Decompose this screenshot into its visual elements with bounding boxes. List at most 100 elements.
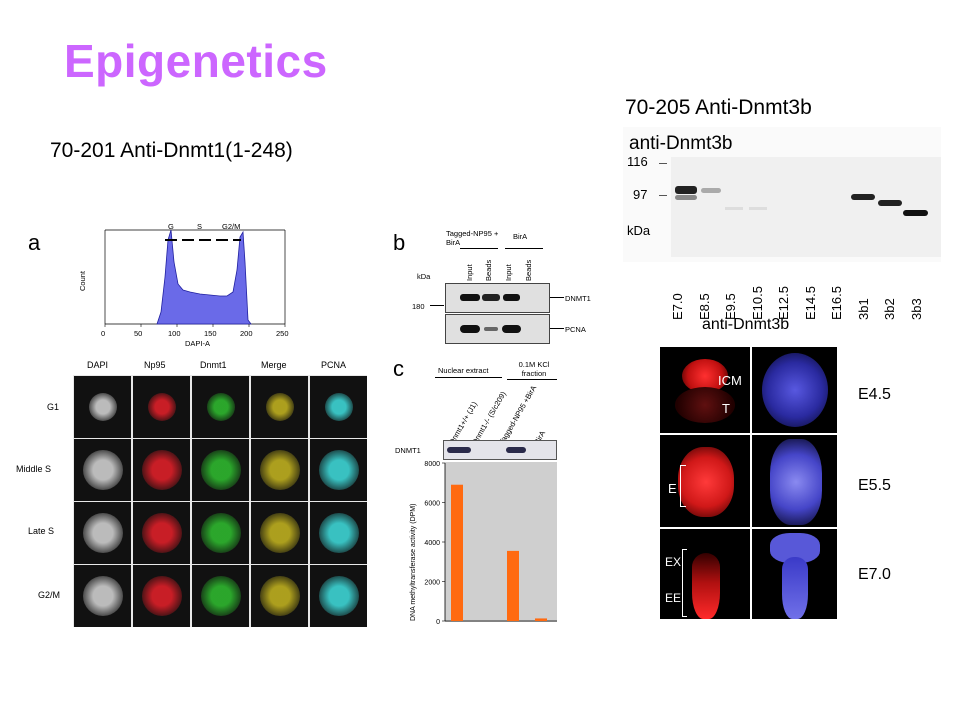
cell-image: [310, 565, 367, 627]
label-ee: EE: [665, 591, 682, 605]
row-label-middle-s: Middle S: [16, 464, 52, 474]
blot-label-dnmt1: DNMT1: [395, 446, 421, 455]
x-axis-label: DAPI-A: [185, 339, 211, 348]
western-lane-label: 3b2: [882, 298, 897, 320]
cell-image: [251, 376, 308, 438]
cell-image: [310, 439, 367, 501]
y-tick-label: 0: [436, 619, 440, 626]
embryo-e45-blue: [751, 346, 838, 434]
label-icm: ICM: [718, 373, 742, 388]
lane-label: Input: [465, 264, 474, 281]
western-lane-label: E10.5: [749, 286, 765, 320]
label-e: E: [668, 481, 677, 496]
kda-label: kDa: [417, 272, 431, 281]
bar: [507, 550, 519, 621]
cell-images: [74, 376, 368, 628]
group-label-nuclear: Nuclear extract: [438, 366, 489, 375]
stage-e55: E5.5: [858, 477, 891, 494]
cell-image: [310, 502, 367, 564]
y-tick-label: 8000: [424, 461, 440, 468]
cell-image: [192, 376, 249, 438]
x-tick: 100: [168, 329, 181, 338]
cell-image: [310, 376, 367, 438]
embryo-e70-red: EX EE: [659, 528, 751, 620]
y-axis-label: DNA methyltransferase activity (DPM): [410, 504, 417, 621]
marker-97: 97: [633, 187, 648, 202]
cell-image: [133, 439, 190, 501]
page-title: Epigenetics: [64, 35, 328, 87]
cell-image: [133, 376, 190, 438]
western-lane-label: E12.5: [776, 286, 791, 320]
group-label-kcl: 0.1M KCl fraction: [518, 360, 550, 378]
y-tick-label: 4000: [424, 540, 440, 547]
x-tick: 200: [240, 329, 253, 338]
y-tick-label: 6000: [424, 501, 440, 508]
western-lane-label: E14.5: [802, 286, 818, 320]
stage-e45: E4.5: [858, 386, 891, 403]
row-label-g1: G1: [47, 402, 60, 412]
y-axis-label: Count: [78, 270, 87, 291]
cell-image: [74, 376, 131, 438]
western-title: anti-Dnmt3b: [629, 133, 733, 154]
cell-image: [74, 439, 131, 501]
x-tick: 250: [276, 329, 289, 338]
right-subtitle: 70-205 Anti-Dnmt3b: [625, 96, 812, 119]
phase-label-s: S: [197, 222, 203, 231]
western-blot: anti-Dnmt3b 116 97 kDa E7.0 E8.5 E9.5 E10.5…: [623, 127, 943, 377]
band-label-dnmt1: DNMT1: [565, 294, 591, 303]
cell-image: [192, 439, 249, 501]
lane-label: Beads: [484, 259, 493, 281]
cell-image: [192, 565, 249, 627]
cell-image: [74, 565, 131, 627]
panel-b-letter: b: [393, 230, 406, 255]
bar: [451, 484, 463, 621]
cell-image: [133, 565, 190, 627]
western-lane-label: E16.5: [829, 286, 844, 320]
column-header-dapi: DAPI: [87, 360, 109, 370]
row-label-g2m: G2/M: [38, 590, 61, 600]
blot-dnmt1-c: [443, 440, 557, 460]
western-lane-label: E7.0: [670, 293, 685, 320]
cell-image: [192, 502, 249, 564]
kda-label: kDa: [627, 223, 651, 238]
western-lane-label: 3b3: [908, 298, 924, 320]
cell-image: [251, 502, 308, 564]
blot-pcna: [445, 314, 550, 344]
x-tick: 150: [204, 329, 217, 338]
cell-image: [251, 565, 308, 627]
lane-label: Input: [504, 264, 513, 281]
cell-image: [74, 502, 131, 564]
label-ex: EX: [665, 555, 682, 569]
flow-histogram: G S G2/M 0 50 100 150 200 250 DAPI-A Cou…: [75, 222, 295, 352]
marker-116: 116: [627, 154, 648, 169]
embryo-title: anti-Dnmt3b: [702, 316, 790, 333]
column-header-merge: Merge: [261, 360, 287, 370]
column-header-pcna: PCNA: [321, 360, 347, 370]
group-label-tagged: Tagged-NP95 + BirA: [446, 229, 499, 247]
embryo-e45-red: ICM T: [659, 346, 751, 434]
cell-image: [133, 502, 190, 564]
column-header-np95: Np95: [144, 360, 166, 370]
row-label-late-s: Late S: [28, 526, 55, 536]
label-t: T: [722, 401, 730, 416]
embryo-e55-red: E: [659, 434, 751, 528]
band-label-pcna: PCNA: [565, 325, 586, 334]
x-tick: 0: [101, 329, 106, 338]
panel-a-letter: a: [28, 230, 41, 255]
activity-chart: 0 2000 4000 6000 8000 DNA methyltransferase a…: [405, 455, 565, 630]
bar: [535, 618, 547, 621]
embryo-e70-blue: [751, 528, 838, 620]
phase-label-g2m: G2/M: [222, 222, 241, 231]
cell-image: [251, 439, 308, 501]
blot-dnmt1: [445, 283, 550, 313]
panel-c-letter: c: [393, 356, 404, 381]
phase-label-g: G: [168, 222, 174, 231]
left-subtitle: 70-201 Anti-Dnmt1(1-248): [50, 139, 293, 162]
lane-label: Beads: [524, 259, 533, 281]
activity-chart-bg: [445, 462, 557, 622]
stage-e70: E7.0: [858, 566, 891, 583]
column-header-dnmt1: Dnmt1: [200, 360, 227, 370]
x-tick: 50: [134, 329, 143, 338]
y-tick-label: 2000: [424, 580, 440, 587]
marker-180: 180: [412, 302, 425, 311]
